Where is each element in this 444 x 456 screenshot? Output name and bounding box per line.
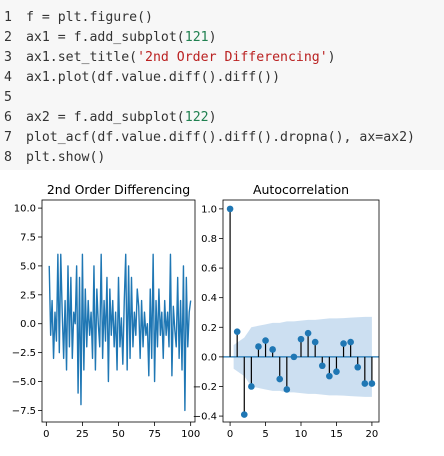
x-tick-label: 20 (366, 429, 379, 440)
line-number: 6 (4, 110, 12, 125)
acf-point (269, 346, 276, 353)
code-line: 8 plt.show() (0, 148, 444, 168)
code-line: 7 plot_acf(df.value.diff().diff().dropna… (0, 128, 444, 148)
code-text: ax1 = f.add_subplot( (25, 30, 185, 45)
line-number: 5 (4, 90, 12, 105)
code-text: ax2 = f.add_subplot( (25, 110, 185, 125)
y-tick-label: 10.0 (14, 204, 36, 215)
acf-point (340, 340, 347, 347)
axes-frame (41, 199, 196, 423)
x-tick-label: 50 (112, 429, 125, 440)
x-tick-label: 5 (262, 429, 268, 440)
y-tick-label: 0.2 (201, 323, 217, 334)
x-tick-label: 15 (330, 429, 343, 440)
y-tick-label: 5.0 (20, 261, 36, 272)
y-tick-label: 2.5 (20, 290, 36, 301)
acf-point (368, 380, 376, 387)
acf-point (262, 337, 269, 344)
y-tick-label: −0.4 (193, 412, 217, 423)
code-text: plt.show() (25, 150, 106, 165)
y-tick-label: 7.5 (20, 233, 36, 244)
y-tick-label: 0.0 (20, 319, 36, 330)
x-tick-label: 10 (295, 429, 308, 440)
series-line (48, 253, 192, 412)
acf-point (248, 383, 255, 390)
line-number: 2 (4, 30, 12, 45)
axes-frame (222, 199, 380, 423)
acf-chart: Autocorrelation 0 5 10 15 20 −0.4 −0.2 0.0 0.2 0.4… (193, 182, 380, 440)
code-line: 5 (0, 88, 444, 108)
y-tick-label: 0.6 (201, 264, 217, 275)
y-tick-label: 0.8 (201, 234, 217, 245)
acf-point (226, 205, 234, 213)
code-text: ) (208, 110, 217, 125)
line-number: 7 (4, 130, 12, 145)
line-number: 1 (4, 10, 12, 25)
acf-point (361, 380, 369, 387)
x-tick-label: 0 (43, 429, 49, 440)
chart-title: Autocorrelation (253, 182, 349, 197)
acf-point (347, 338, 354, 346)
acf-point (326, 372, 333, 380)
line-chart: 2nd Order Differencing 0 25 50 75 100 −7.5 −5.0… (12, 182, 201, 440)
y-tick-label: 0.0 (201, 352, 217, 363)
acf-point (333, 368, 340, 375)
x-tick-label: 0 (227, 429, 233, 440)
y-tick-label: −7.5 (12, 406, 36, 417)
code-line: 6 ax2 = f.add_subplot(122) (0, 108, 444, 128)
code-line: 3 ax1.set_title('2nd Order Differencing'… (0, 48, 444, 68)
code-line: 1 f = plt.figure() (0, 8, 444, 28)
code-line: 2 ax1 = f.add_subplot(121) (0, 28, 444, 48)
acf-point (304, 329, 312, 337)
code-number: 122 (184, 110, 209, 125)
x-tick-label: 75 (148, 429, 161, 440)
code-text: ax1.set_title( (25, 50, 138, 65)
acf-point (283, 386, 291, 393)
plot-output: 2nd Order Differencing 0 25 50 75 100 −7.5 −5.0… (0, 174, 444, 452)
acf-point (240, 411, 248, 418)
code-text: plot_acf(df.value.diff().diff().dropna()… (25, 130, 415, 145)
code-string: '2nd Order Differencing' (137, 50, 328, 65)
line-number: 8 (4, 150, 12, 165)
code-text: f = plt.figure() (25, 10, 153, 25)
acf-point (233, 328, 241, 336)
code-text: ax1.plot(df.value.diff().diff()) (25, 70, 281, 85)
y-tick-label: 0.4 (201, 293, 217, 304)
y-tick-label: 1.0 (201, 204, 217, 215)
acf-point (255, 343, 262, 350)
acf-point (354, 363, 362, 371)
acf-point (276, 375, 284, 383)
acf-point (290, 353, 298, 361)
y-tick-label: −0.2 (193, 382, 217, 393)
line-number: 4 (4, 70, 12, 85)
acf-point (311, 338, 319, 346)
code-line: 4 ax1.plot(df.value.diff().diff()) (0, 68, 444, 88)
code-cell[interactable]: 1 f = plt.figure() 2 ax1 = f.add_subplot(… (0, 0, 444, 170)
acf-point (297, 335, 305, 343)
y-tick-label: −5.0 (12, 377, 36, 388)
code-text: ) (208, 30, 217, 45)
x-tick-label: 25 (76, 429, 89, 440)
chart-title: 2nd Order Differencing (47, 182, 190, 197)
acf-point (318, 362, 326, 370)
x-tick-label: 100 (181, 429, 200, 440)
code-number: 121 (184, 30, 209, 45)
y-tick-label: −2.5 (12, 348, 36, 359)
code-text: ) (327, 50, 336, 65)
line-number: 3 (4, 50, 12, 65)
